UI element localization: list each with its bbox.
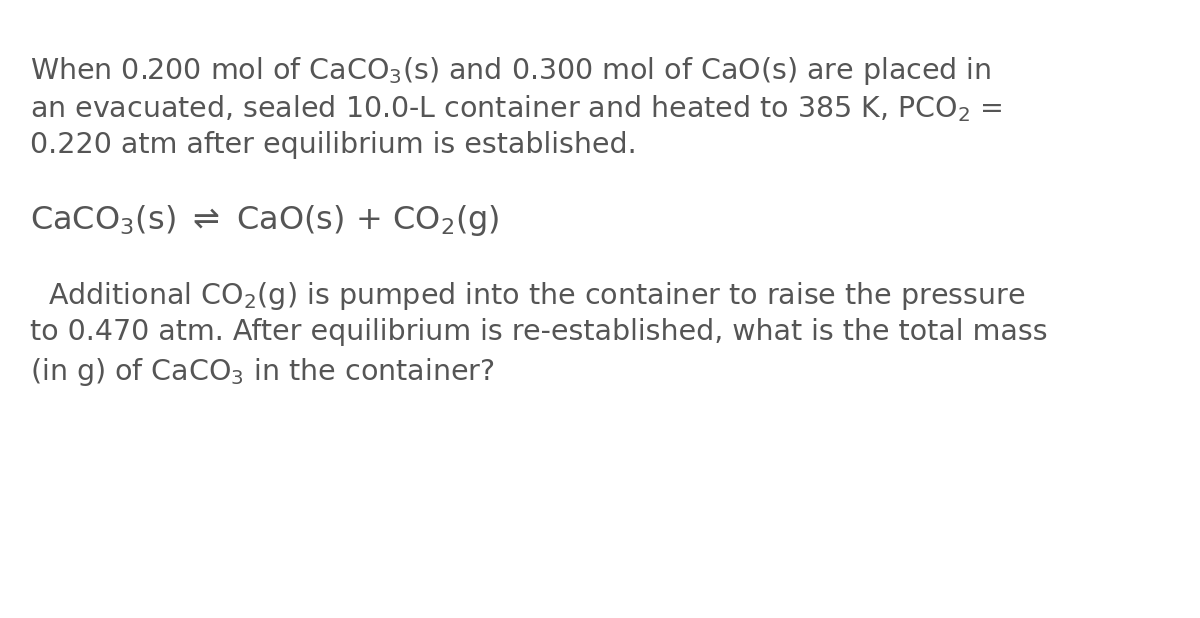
Text: (in g) of CaCO$_3$ in the container?: (in g) of CaCO$_3$ in the container? [30, 356, 494, 388]
Text: CaCO$_3$(s) $\rightleftharpoons$ CaO(s) + CO$_2$(g): CaCO$_3$(s) $\rightleftharpoons$ CaO(s) … [30, 203, 499, 238]
Text: 0.220 atm after equilibrium is established.: 0.220 atm after equilibrium is establish… [30, 131, 637, 159]
Text: Additional CO$_2$(g) is pumped into the container to raise the pressure: Additional CO$_2$(g) is pumped into the … [30, 280, 1025, 312]
Text: to 0.470 atm. After equilibrium is re-established, what is the total mass: to 0.470 atm. After equilibrium is re-es… [30, 318, 1048, 346]
Text: an evacuated, sealed 10.0-L container and heated to 385 K, PCO$_2$ =: an evacuated, sealed 10.0-L container an… [30, 93, 1002, 124]
Text: When 0.200 mol of CaCO$_3$(s) and 0.300 mol of CaO(s) are placed in: When 0.200 mol of CaCO$_3$(s) and 0.300 … [30, 55, 991, 87]
